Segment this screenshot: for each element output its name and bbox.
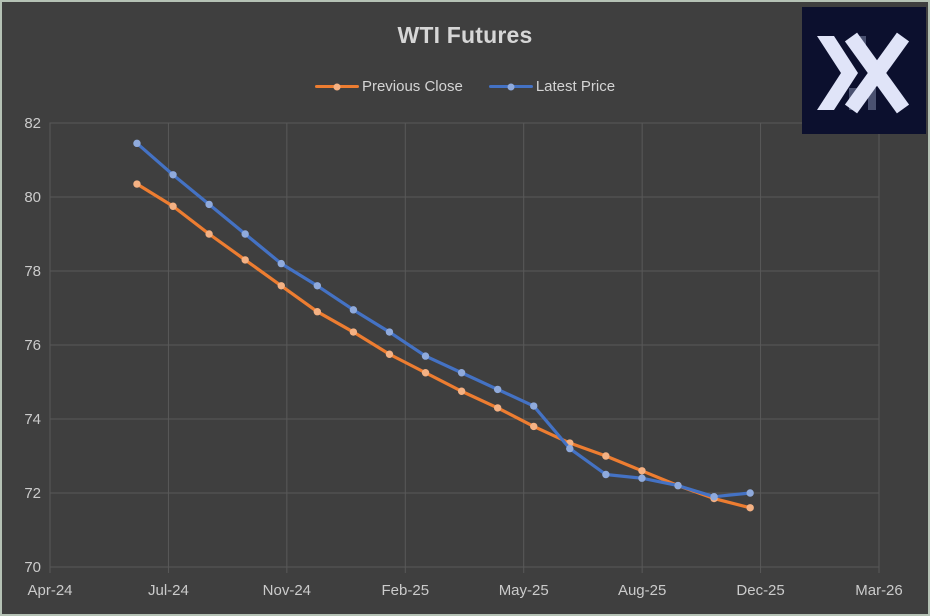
- data-point-latest-price: [674, 481, 682, 490]
- data-point-previous-close: [457, 387, 466, 395]
- data-point-latest-price: [638, 474, 646, 482]
- data-point-latest-price: [241, 230, 249, 238]
- legend-marker-dot: [333, 83, 341, 90]
- plot-frame: [49, 122, 880, 568]
- data-point-previous-close: [133, 180, 141, 188]
- legend-line-swatch: [488, 83, 533, 90]
- data-point-previous-close: [205, 230, 213, 238]
- data-point-latest-price: [169, 171, 177, 179]
- data-point-latest-price: [457, 369, 466, 377]
- x-axis-label: May-25: [499, 582, 549, 599]
- data-point-latest-price: [133, 139, 141, 148]
- data-point-previous-close: [493, 404, 502, 412]
- data-point-previous-close: [421, 369, 430, 377]
- data-point-latest-price: [602, 470, 610, 479]
- data-point-latest-price: [205, 200, 213, 209]
- data-point-previous-close: [169, 202, 177, 210]
- x-axis-label: Apr-24: [27, 582, 72, 599]
- y-axis-label: 74: [24, 411, 41, 428]
- x-axis-label: Jul-24: [148, 582, 189, 599]
- chart-legend: Previous Close Latest Price: [2, 78, 928, 95]
- data-point-latest-price: [349, 306, 358, 314]
- y-axis-label: 78: [24, 263, 41, 280]
- data-point-latest-price: [566, 444, 574, 453]
- legend-label: Previous Close: [361, 78, 463, 95]
- y-axis-label: 82: [24, 115, 41, 132]
- data-point-previous-close: [530, 422, 538, 431]
- y-axis-label: 72: [24, 485, 41, 502]
- data-point-latest-price: [277, 259, 285, 268]
- data-point-previous-close: [313, 308, 322, 316]
- data-point-latest-price: [746, 489, 754, 497]
- x-axis-label: Dec-25: [736, 582, 784, 599]
- brand-logo: [802, 7, 926, 134]
- y-axis-label: 80: [24, 189, 41, 206]
- legend-item-previous-close: Previous Close: [314, 78, 463, 95]
- legend-label: Latest Price: [535, 78, 616, 95]
- data-point-previous-close: [602, 452, 610, 460]
- legend-marker-dot: [507, 83, 515, 90]
- data-point-previous-close: [241, 256, 249, 264]
- chart-title: WTI Futures: [397, 22, 533, 48]
- data-point-previous-close: [638, 467, 646, 475]
- y-axis-label: 76: [24, 337, 41, 354]
- data-point-latest-price: [421, 352, 430, 360]
- x-axis-label: Feb-25: [382, 582, 430, 599]
- series-line-latest-price: [135, 141, 752, 499]
- data-point-previous-close: [746, 504, 754, 512]
- y-axis-label: 70: [24, 559, 41, 576]
- data-point-latest-price: [313, 282, 322, 290]
- data-point-previous-close: [385, 350, 394, 358]
- data-point-latest-price: [530, 402, 538, 410]
- x-axis-label: Mar-26: [855, 582, 903, 599]
- data-point-latest-price: [710, 493, 718, 501]
- data-point-previous-close: [349, 328, 358, 336]
- data-point-latest-price: [385, 328, 394, 336]
- legend-item-latest-price: Latest Price: [488, 78, 616, 95]
- x-axis-label: Nov-24: [263, 582, 311, 599]
- data-point-previous-close: [277, 282, 285, 290]
- double-x-logo-icon: [802, 7, 926, 134]
- x-axis-label: Aug-25: [618, 582, 666, 599]
- series-line-previous-close: [135, 182, 752, 510]
- legend-line-swatch: [314, 83, 359, 90]
- data-point-latest-price: [493, 385, 502, 394]
